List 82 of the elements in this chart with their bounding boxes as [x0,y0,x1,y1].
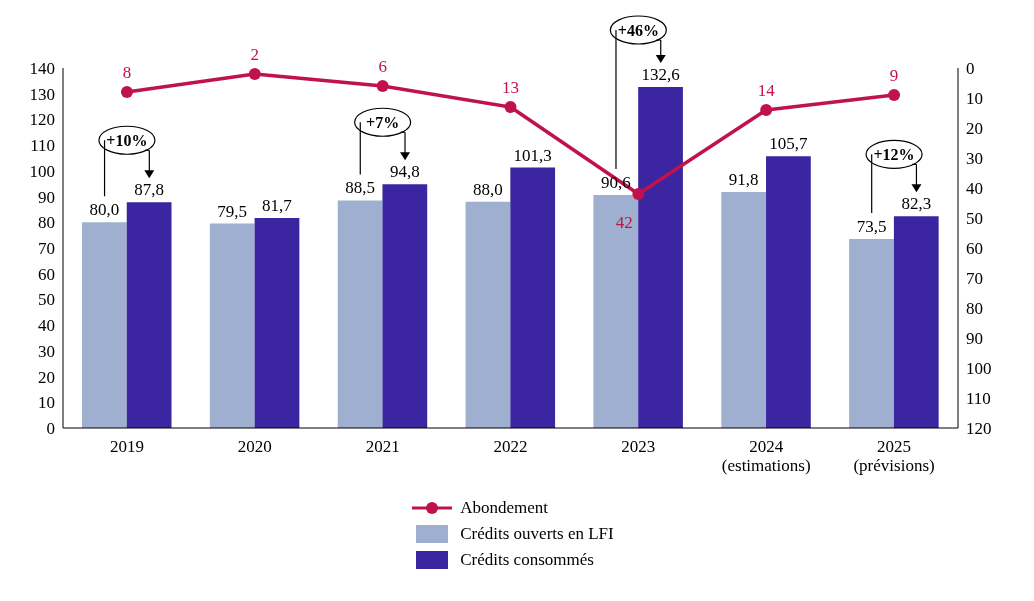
bar [638,87,683,428]
y-tick-label: 70 [38,239,55,259]
bar [766,156,811,428]
data-label: 8 [122,63,132,82]
y2-tick-label: 90 [966,329,983,349]
data-label: 81,7 [262,195,293,215]
y-tick-label: 60 [38,264,55,284]
data-label: 13 [502,78,519,97]
bar [849,239,894,428]
data-label: 80,0 [89,200,120,220]
y2-tick-label: 60 [966,239,983,259]
y2-tick-label: 50 [966,209,983,229]
y-tick-label: 130 [29,84,55,104]
data-label: 2 [250,45,260,64]
point [120,86,133,98]
point [376,80,389,92]
bar [721,191,767,428]
y2-tick-label: 100 [966,359,992,379]
y-tick-label: 30 [38,341,55,361]
y2-tick-label: 110 [966,389,991,409]
data-label: 14 [757,81,776,100]
bar [593,195,639,428]
data-label: 73,5 [856,217,887,236]
bar [465,201,511,428]
y-tick-label: 80 [38,213,55,233]
data-label: 88,0 [473,179,503,199]
y-tick-label: 100 [29,161,55,181]
data-label: 88,5 [345,178,375,198]
bar [893,216,939,428]
data-label: 82,3 [901,194,932,214]
point [248,68,261,80]
x-tick-label: 2021 [365,437,400,456]
y-tick-label: 50 [38,290,55,310]
data-label: 94,8 [389,162,420,182]
data-label: 79,5 [217,201,248,221]
annotation: +7% [366,114,400,132]
y2-tick-label: 10 [966,89,983,109]
y2-tick-label: 30 [966,149,983,169]
legend-label: Crédits ouverts en LFI [460,524,614,544]
point [760,104,773,116]
bar [382,184,428,428]
legend-label: Abondement [460,498,549,518]
x-tick-label: 2022 [493,437,528,456]
bar [209,223,255,428]
y-tick-label: 10 [38,393,55,413]
bar [126,202,172,428]
y2-tick-label: 80 [966,299,983,319]
x-tick-label: 2025 (prévisions) [853,437,935,475]
bar [254,217,300,428]
point [632,188,645,200]
y-tick-label: 20 [38,367,55,387]
y-tick-label: 110 [30,136,55,156]
x-tick-label: 2020 [237,437,272,456]
y2-tick-label: 40 [966,179,983,199]
y2-tick-label: 70 [966,269,983,289]
x-tick-label: 2019 [109,437,144,456]
data-label: 132,6 [641,65,680,85]
y-tick-label: 90 [38,187,55,207]
y-tick-label: 40 [38,316,55,336]
y-tick-label: 0 [46,419,55,439]
annotation: +10% [106,132,148,150]
y2-tick-label: 20 [966,119,983,139]
y2-tick-label: 120 [966,419,992,439]
x-tick-label: 2023 [621,437,656,456]
data-label: 9 [889,66,899,85]
data-label: 42 [615,213,633,232]
point [888,89,901,101]
data-label: 101,3 [513,145,552,165]
point [504,101,517,113]
data-label: 6 [378,57,387,76]
data-label: 91,8 [728,169,759,189]
bar [510,167,556,428]
y2-tick-label: 0 [966,59,975,79]
data-label: 105,7 [769,134,809,154]
bar [82,222,127,428]
y-tick-label: 140 [29,59,55,79]
bar [337,200,383,428]
legend-label: Crédits consommés [460,550,594,570]
y-tick-label: 120 [29,110,55,130]
annotation: +12% [873,146,915,164]
data-label: 87,8 [134,180,164,200]
x-tick-label: 2024 (estimations) [721,437,811,475]
